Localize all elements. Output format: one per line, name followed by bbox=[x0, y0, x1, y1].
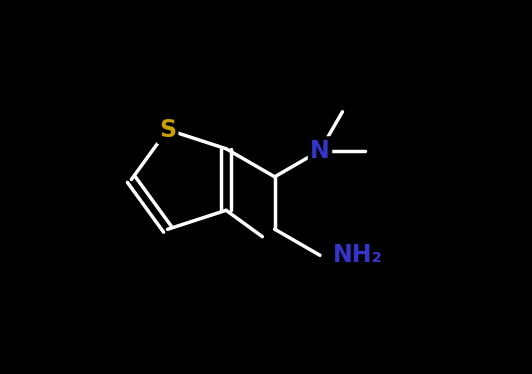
Text: N: N bbox=[310, 139, 330, 163]
Text: NH₂: NH₂ bbox=[333, 243, 383, 267]
Text: S: S bbox=[159, 118, 176, 142]
